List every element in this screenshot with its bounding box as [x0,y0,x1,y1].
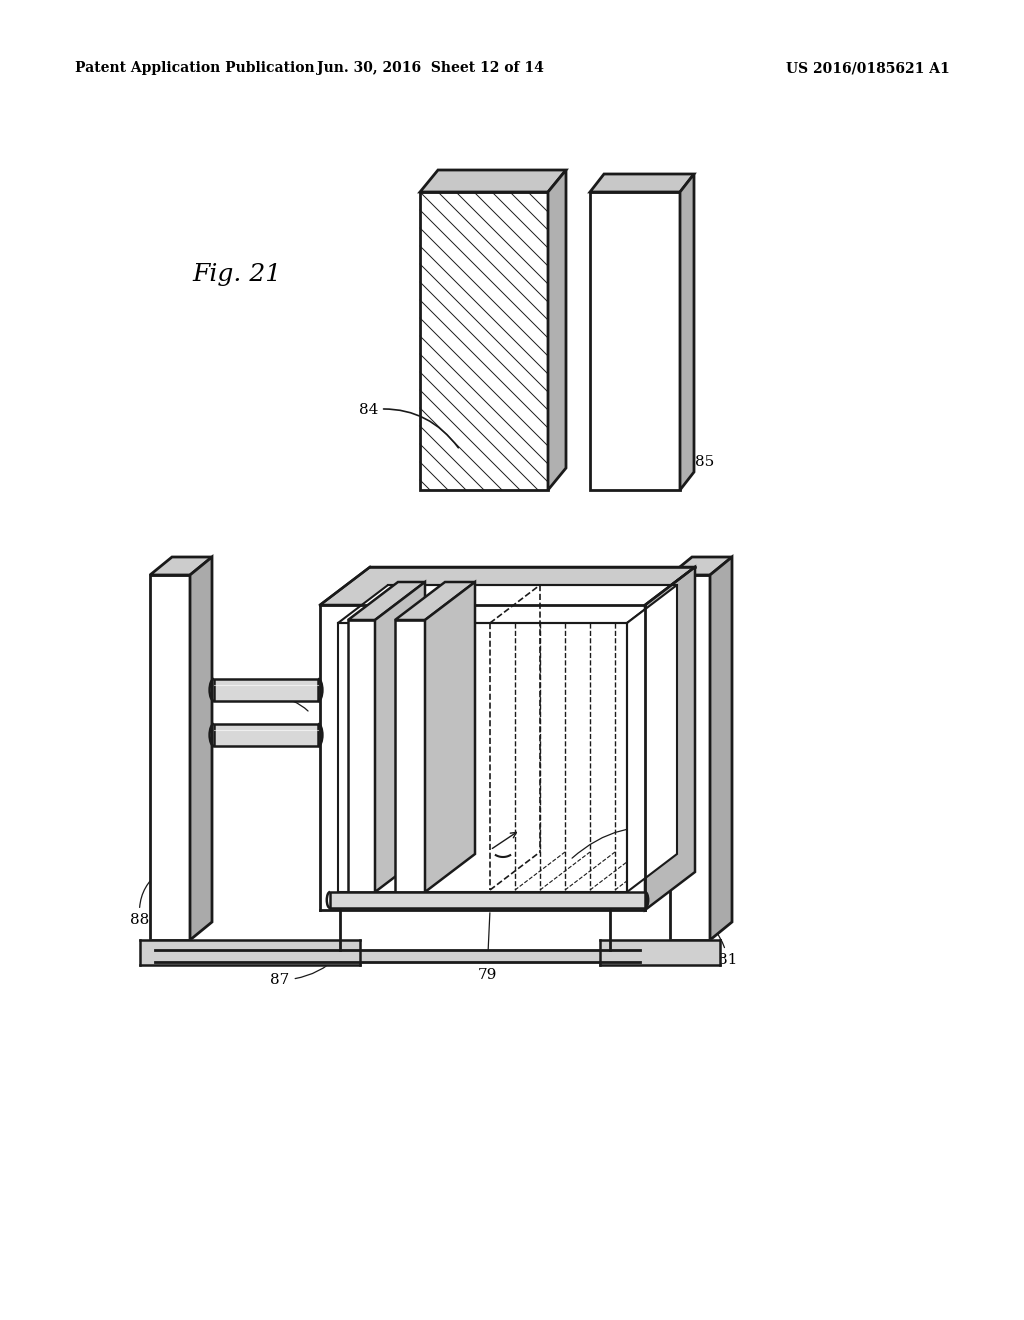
Polygon shape [375,582,425,892]
Polygon shape [338,585,677,623]
Text: 82: 82 [642,573,697,603]
Bar [330,892,645,908]
Polygon shape [627,585,677,892]
Text: 87: 87 [270,957,338,987]
Polygon shape [645,568,695,909]
Text: 86: 86 [268,690,308,711]
Polygon shape [150,576,190,940]
Polygon shape [348,582,425,620]
Text: 85: 85 [392,572,441,619]
Text: Patent Application Publication: Patent Application Publication [75,61,314,75]
Polygon shape [395,620,425,892]
Text: Fig. 21: Fig. 21 [193,264,282,286]
Polygon shape [319,568,695,605]
Polygon shape [150,557,212,576]
Polygon shape [420,191,548,490]
Text: 83: 83 [650,733,699,758]
Polygon shape [395,582,475,620]
Polygon shape [420,170,566,191]
Polygon shape [670,557,732,576]
Text: 88: 88 [130,871,160,927]
Text: 81: 81 [697,912,737,968]
Text: 85: 85 [631,444,715,469]
Text: 84: 84 [358,403,459,447]
Polygon shape [548,170,566,490]
Bar [214,723,318,746]
Polygon shape [590,191,680,490]
Text: 79: 79 [477,912,497,982]
Polygon shape [680,174,694,490]
Polygon shape [420,191,548,490]
Text: 80: 80 [572,828,701,858]
Bar [214,678,318,701]
Polygon shape [710,557,732,940]
Polygon shape [425,582,475,892]
Text: Jun. 30, 2016  Sheet 12 of 14: Jun. 30, 2016 Sheet 12 of 14 [316,61,544,75]
Polygon shape [190,557,212,940]
Polygon shape [590,174,694,191]
Text: US 2016/0185621 A1: US 2016/0185621 A1 [786,61,950,75]
Polygon shape [348,620,375,892]
Polygon shape [670,576,710,940]
